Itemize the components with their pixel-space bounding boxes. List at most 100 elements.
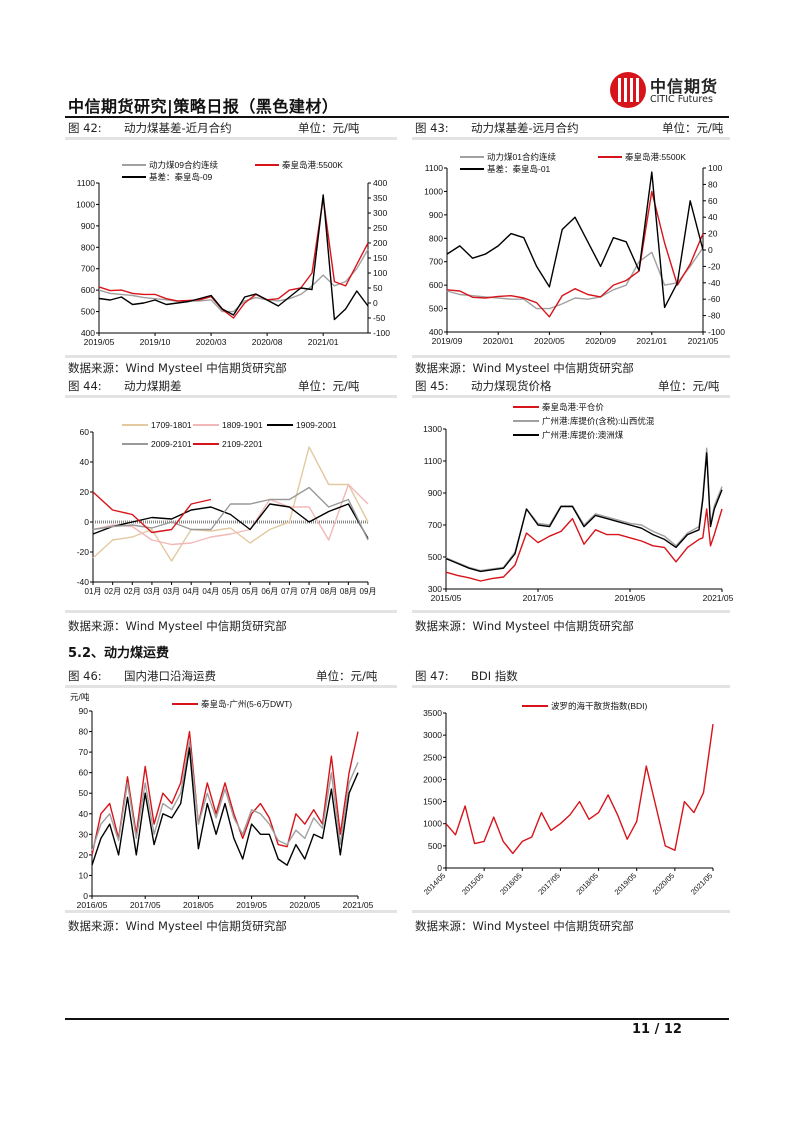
y-tick-label: -20 <box>77 547 90 557</box>
y2-tick-label: 0 <box>373 298 378 308</box>
footer-divider <box>65 1018 729 1020</box>
figure-44-label: 图 44: <box>68 379 102 393</box>
x-tick-label: 2020/08 <box>252 337 283 347</box>
logo-text-cn: 中信期货 <box>650 77 719 96</box>
series-line-1 <box>445 447 723 572</box>
figure-46-source: 数据来源：Wind Mysteel 中信期货研究部 <box>68 919 287 933</box>
x-tick-label: 06月 <box>261 587 278 596</box>
legend-label: 广州港:库提价:澳洲煤 <box>542 430 624 440</box>
y-tick-label: 10 <box>79 870 89 880</box>
caption-bar <box>65 395 397 398</box>
x-tick-label: 08月 <box>320 587 337 596</box>
legend-label: 1709-1801 <box>151 420 192 430</box>
y-tick-label: 900 <box>81 221 95 231</box>
y2-tick-label: 80 <box>708 179 718 189</box>
x-tick-label: 2017/05 <box>523 593 554 603</box>
y-tick-label: 500 <box>429 304 443 314</box>
series-line-0 <box>446 247 704 310</box>
y-tick-label: 0 <box>83 891 88 901</box>
x-tick-label: 2020/01 <box>483 336 514 346</box>
figure-44-title: 动力煤期差 <box>124 379 182 393</box>
x-tick-label: 2017/05 <box>130 900 161 910</box>
y-tick-label: 500 <box>428 841 442 851</box>
y2-tick-label: 0 <box>708 245 713 255</box>
y-tick-label: 80 <box>79 727 89 737</box>
x-tick-label: 2019/05 <box>84 337 115 347</box>
figure-43-source: 数据来源：Wind Mysteel 中信期货研究部 <box>415 361 634 375</box>
caption-bar <box>65 355 397 358</box>
y-tick-label: 1000 <box>424 186 443 196</box>
header-divider <box>65 116 729 118</box>
y-tick-label: 800 <box>429 233 443 243</box>
y-tick-label: 800 <box>81 242 95 252</box>
legend-label: 动力煤09合约连续 <box>149 160 218 170</box>
figure-45-unit: 单位：元/吨 <box>658 379 720 393</box>
x-tick-label: 2020/05 <box>289 900 320 910</box>
x-tick-label: 2016/05 <box>77 900 108 910</box>
x-tick-label: 2017/05 <box>536 871 562 897</box>
figure-46-unit: 单位：元/吨 <box>316 669 378 683</box>
x-tick-label: 02月 <box>124 587 141 596</box>
legend-label: 波罗的海干散货指数(BDI) <box>551 701 648 711</box>
x-tick-label: 03月 <box>163 587 180 596</box>
y-tick-label: 700 <box>81 264 95 274</box>
x-tick-label: 2021/05 <box>343 900 374 910</box>
y-tick-label: 600 <box>81 285 95 295</box>
figure-42-title: 动力煤基差-近月合约 <box>124 121 232 135</box>
y-tick-label: 1300 <box>423 424 442 434</box>
y-tick-label: 2500 <box>423 752 442 762</box>
series-line-1 <box>91 741 359 852</box>
x-tick-label: 04月 <box>183 587 200 596</box>
y2-tick-label: 300 <box>373 208 387 218</box>
x-tick-label: 07月 <box>301 587 318 596</box>
series-line-0 <box>445 724 714 855</box>
y-tick-label: 0 <box>437 863 442 873</box>
figure-44-source: 数据来源：Wind Mysteel 中信期货研究部 <box>68 619 287 633</box>
y2-tick-label: -20 <box>708 261 721 271</box>
x-tick-label: 2019/05 <box>236 900 267 910</box>
figure-45-label: 图 45: <box>415 379 449 393</box>
page-number: 11 / 12 <box>632 1022 682 1037</box>
series-line-0 <box>92 446 369 562</box>
x-tick-label: 08月 <box>340 587 357 596</box>
y2-tick-label: -60 <box>708 294 721 304</box>
y-tick-label: 90 <box>79 706 89 716</box>
y2-tick-label: 200 <box>373 238 387 248</box>
figure-42-source: 数据来源：Wind Mysteel 中信期货研究部 <box>68 361 287 375</box>
series-line-2 <box>92 503 369 539</box>
x-tick-label: 2018/05 <box>183 900 214 910</box>
legend-label: 秦皇岛港:5500K <box>625 152 686 162</box>
legend-label: 1809-1901 <box>222 420 263 430</box>
y-tick-label: 20 <box>79 850 89 860</box>
y2-tick-label: -40 <box>708 278 721 288</box>
citic-futures-logo: 中信期货 CITIC Futures <box>610 72 730 112</box>
caption-bar <box>412 395 730 398</box>
y-tick-label: 1500 <box>423 797 442 807</box>
y-tick-label: 40 <box>80 457 90 467</box>
y-tick-label: 30 <box>79 829 89 839</box>
y-tick-label: 500 <box>81 307 95 317</box>
caption-bar <box>65 685 397 688</box>
x-tick-label: 02月 <box>104 587 121 596</box>
series-line-3 <box>92 486 369 541</box>
y-tick-label: 300 <box>428 584 442 594</box>
caption-bar <box>412 355 730 358</box>
y-tick-label: 700 <box>428 520 442 530</box>
x-tick-label: 2019/05 <box>613 871 639 897</box>
y-axis-label: 元/吨 <box>70 692 90 702</box>
y-tick-label: 1100 <box>77 178 96 188</box>
series-line-2 <box>91 747 359 866</box>
y-tick-label: 0 <box>84 517 89 527</box>
series-line-0 <box>91 730 359 856</box>
figure-42-unit: 单位：元/吨 <box>298 121 360 135</box>
x-tick-label: 2015/05 <box>460 871 486 897</box>
y2-tick-label: -100 <box>708 327 725 337</box>
legend-label: 1909-2001 <box>296 420 337 430</box>
caption-bar <box>65 910 397 913</box>
x-tick-label: 2020/03 <box>196 337 227 347</box>
figure-45-source: 数据来源：Wind Mysteel 中信期货研究部 <box>415 619 634 633</box>
y-tick-label: 400 <box>429 327 443 337</box>
figure-45-title: 动力煤现货价格 <box>471 379 552 393</box>
